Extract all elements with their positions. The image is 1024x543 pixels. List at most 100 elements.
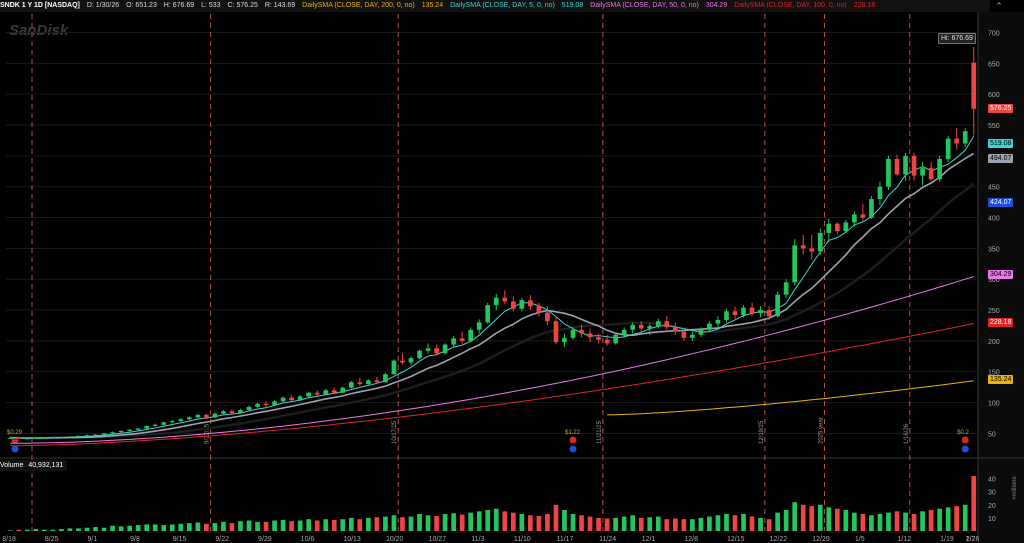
volume-bar xyxy=(621,516,627,531)
volume-bar xyxy=(613,517,618,531)
candle-body xyxy=(297,396,303,401)
candle-body xyxy=(621,329,627,335)
volume-bar xyxy=(945,507,951,531)
volume-bar xyxy=(707,516,712,531)
candle-body xyxy=(852,214,857,223)
sma5-legend[interactable]: DailySMA (CLOSE, DAY, 5, 0, no) xyxy=(450,2,555,9)
volume-bar xyxy=(59,529,64,531)
candle-body xyxy=(135,428,141,430)
dividend-marker xyxy=(11,445,19,453)
candle-body xyxy=(690,334,695,338)
candle-body xyxy=(161,422,167,425)
volume-bar xyxy=(545,513,550,531)
dividend-marker xyxy=(961,445,969,453)
candle-body xyxy=(894,158,900,175)
candle-body xyxy=(562,337,567,343)
candle-body xyxy=(152,424,158,427)
x-tick-label: 8/25 xyxy=(45,536,59,543)
candle-body xyxy=(596,337,601,340)
x-tick-label: 10/27 xyxy=(429,536,447,543)
y-tick-label: 150 xyxy=(988,370,1000,377)
candle-body xyxy=(681,331,687,338)
volume-bar xyxy=(536,515,542,531)
price-tag-sma20: 424.07 xyxy=(988,198,1014,207)
volume-bar xyxy=(886,512,891,531)
volume-bar xyxy=(50,529,56,531)
candle-body xyxy=(971,62,977,109)
candle-body xyxy=(655,321,661,327)
volume-bar xyxy=(562,510,567,531)
collapse-chevron-icon[interactable]: ⌃ xyxy=(995,1,1003,11)
volume-bar xyxy=(348,517,354,531)
candle-body xyxy=(169,421,175,423)
sma100-legend[interactable]: DailySMA (CLOSE, DAY, 100, 0, no) xyxy=(734,2,847,9)
event-label: 11/21/25 xyxy=(597,420,603,444)
symbol-label[interactable]: SNDK 1 Y 1D [NASDAQ] xyxy=(0,2,80,9)
volume-bar xyxy=(724,513,729,531)
volume-bar xyxy=(630,515,636,531)
candle-body xyxy=(221,411,226,414)
volume-bar xyxy=(792,502,798,531)
date-label: D: 1/30/26 xyxy=(86,2,120,9)
candle-body xyxy=(630,324,636,330)
volume-bar xyxy=(800,504,806,531)
volume-bar xyxy=(383,516,388,531)
sma20-line xyxy=(10,183,975,439)
volume-bar xyxy=(869,515,874,531)
candle-body xyxy=(638,324,644,329)
volume-bar xyxy=(766,519,772,531)
candle-body xyxy=(570,329,576,338)
volume-bar xyxy=(331,519,337,531)
candle-body xyxy=(962,131,968,144)
volume-bar xyxy=(238,521,243,531)
volume-bar xyxy=(741,513,746,531)
price-tag-sma50: 304.29 xyxy=(988,270,1014,279)
volume-bar xyxy=(186,523,192,531)
candle-body xyxy=(178,419,184,422)
volume-bar xyxy=(110,525,115,531)
volume-bar xyxy=(587,516,593,531)
candle-body xyxy=(485,305,491,323)
volume-bar xyxy=(195,522,201,531)
x-tick-label: 10/6 xyxy=(301,536,315,543)
candle-body xyxy=(741,307,746,315)
candle-body xyxy=(937,158,942,180)
volume-bar xyxy=(204,523,209,531)
open-label: O: 651.23 xyxy=(126,2,157,9)
candle-body xyxy=(724,311,729,320)
candle-body xyxy=(195,414,201,418)
dividend-label: $1.22 xyxy=(565,430,581,436)
volume-bar xyxy=(314,520,320,531)
candle-body xyxy=(24,438,30,440)
price-tag-close: 576.25 xyxy=(988,104,1014,113)
sma100-value: 228.18 xyxy=(853,2,876,9)
candle-body xyxy=(903,155,908,175)
volume-bar xyxy=(76,528,81,531)
volume-bar xyxy=(263,521,269,531)
candle-body xyxy=(758,310,763,314)
volume-bar xyxy=(84,527,90,531)
vol-tick-label: 40 xyxy=(988,477,996,484)
volume-bar xyxy=(476,511,482,531)
volume-bar xyxy=(425,515,431,531)
volume-bar xyxy=(93,527,98,531)
x-tick-label: 11/3 xyxy=(471,536,484,543)
x-tick-label: 12/8 xyxy=(684,536,698,543)
candle-body xyxy=(118,430,124,433)
y-tick-label: 400 xyxy=(988,216,1000,223)
sma50-legend[interactable]: DailySMA (CLOSE, DAY, 50, 0, no) xyxy=(590,2,699,9)
candle-body xyxy=(289,397,294,401)
candle-body xyxy=(672,327,678,332)
candle-body xyxy=(800,245,806,249)
candle-body xyxy=(144,426,150,429)
candle-body xyxy=(425,348,431,351)
sma100-line xyxy=(10,323,974,447)
candle-body xyxy=(272,401,277,406)
volume-bar xyxy=(67,528,73,531)
volume-bar xyxy=(519,513,525,531)
volume-bar xyxy=(638,517,644,531)
candle-body xyxy=(451,338,456,345)
sma200-legend[interactable]: DailySMA (CLOSE, DAY, 200, 0, no) xyxy=(302,2,415,9)
volume-bar xyxy=(852,512,857,531)
